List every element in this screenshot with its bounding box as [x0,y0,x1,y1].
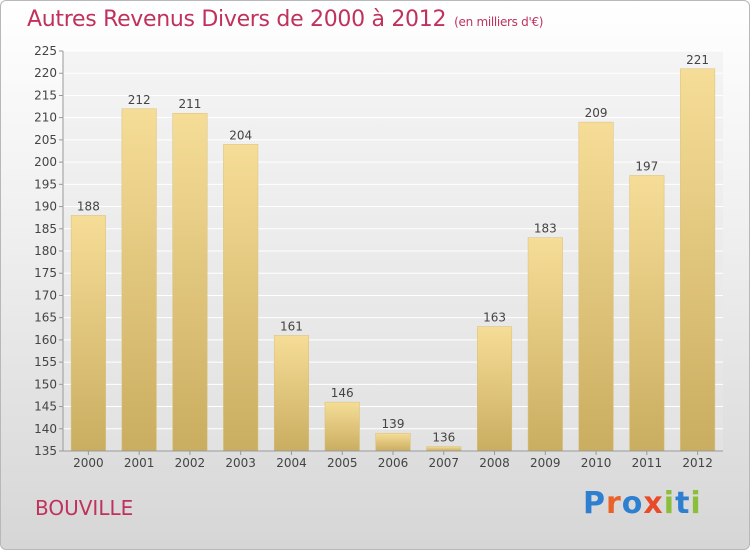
logo-letter: t [675,486,691,521]
y-tick-label: 225 [34,44,57,58]
logo-letter: r [606,486,622,521]
x-tick-label-2004: 2004 [276,456,307,470]
logo-letter: i [690,486,702,521]
bar-2009 [527,237,563,452]
x-tick-label-2003: 2003 [225,456,256,470]
logo-letter: o [621,486,644,521]
data-label-2011: 197 [635,159,658,173]
data-label-2008: 163 [483,311,506,325]
chart-subtitle: (en milliers d'€) [454,15,544,29]
bar-2012 [680,68,716,452]
data-label-2002: 211 [178,97,201,111]
logo-letter: i [663,486,676,521]
y-tick-label: 150 [34,377,57,391]
y-tick-label: 205 [34,133,57,147]
data-label-2000: 188 [77,199,100,213]
bar-2006 [375,432,411,452]
x-tick-label-2010: 2010 [581,456,612,470]
x-tick-label-2007: 2007 [428,456,459,470]
y-tick-label: 185 [34,222,57,236]
x-tick-label-2011: 2011 [632,456,663,470]
data-label-2006: 139 [382,417,405,431]
data-label-2007: 136 [432,431,455,445]
x-tick-label-2005: 2005 [327,456,358,470]
y-tick-label: 220 [34,66,57,80]
bar-2010 [578,121,614,452]
chart-title-text: Autres Revenus Divers de 2000 à 2012 [27,7,447,32]
x-tick-label-2006: 2006 [378,456,409,470]
y-tick-label: 160 [34,333,57,347]
x-tick-label-2002: 2002 [175,456,206,470]
bar-2004 [273,335,309,452]
y-tick-label: 200 [34,155,57,169]
x-tick-label-2000: 2000 [73,456,104,470]
data-label-2012: 221 [686,53,709,67]
city-name: BOUVILLE [35,496,134,520]
y-tick-label: 140 [34,422,57,436]
data-label-2009: 183 [534,222,557,236]
y-tick-label: 210 [34,111,57,125]
chart-title: Autres Revenus Divers de 2000 à 2012 (en … [27,7,543,32]
data-label-2001: 212 [128,93,151,107]
data-label-2005: 146 [331,386,354,400]
logo-letter: P [583,486,606,521]
y-tick-label: 175 [34,266,57,280]
bar-2005 [324,401,360,452]
y-tick-label: 170 [34,288,57,302]
data-label-2010: 209 [585,106,608,120]
y-tick-label: 190 [34,200,57,214]
y-tick-label: 180 [34,244,57,258]
proxiti-logo: Proxiti [583,486,702,521]
bar-2002 [172,112,208,452]
y-tick-label: 145 [34,400,57,414]
y-tick-label: 195 [34,177,57,191]
data-label-2004: 161 [280,319,303,333]
bar-2011 [629,175,665,452]
y-tick-label: 135 [34,444,57,458]
y-tick-label: 215 [34,88,57,102]
y-tick-label: 155 [34,355,57,369]
y-tick-label: 165 [34,311,57,325]
x-tick-label-2008: 2008 [479,456,510,470]
bar-2007 [426,446,462,452]
bar-2003 [223,144,259,452]
logo-letter: x [643,486,664,521]
bar-2008 [477,326,513,452]
x-tick-label-2012: 2012 [682,456,713,470]
bar-2001 [121,108,157,452]
x-tick-label-2001: 2001 [124,456,155,470]
x-tick-label-2009: 2009 [530,456,561,470]
bar-2000 [70,215,106,452]
data-label-2003: 204 [229,128,252,142]
